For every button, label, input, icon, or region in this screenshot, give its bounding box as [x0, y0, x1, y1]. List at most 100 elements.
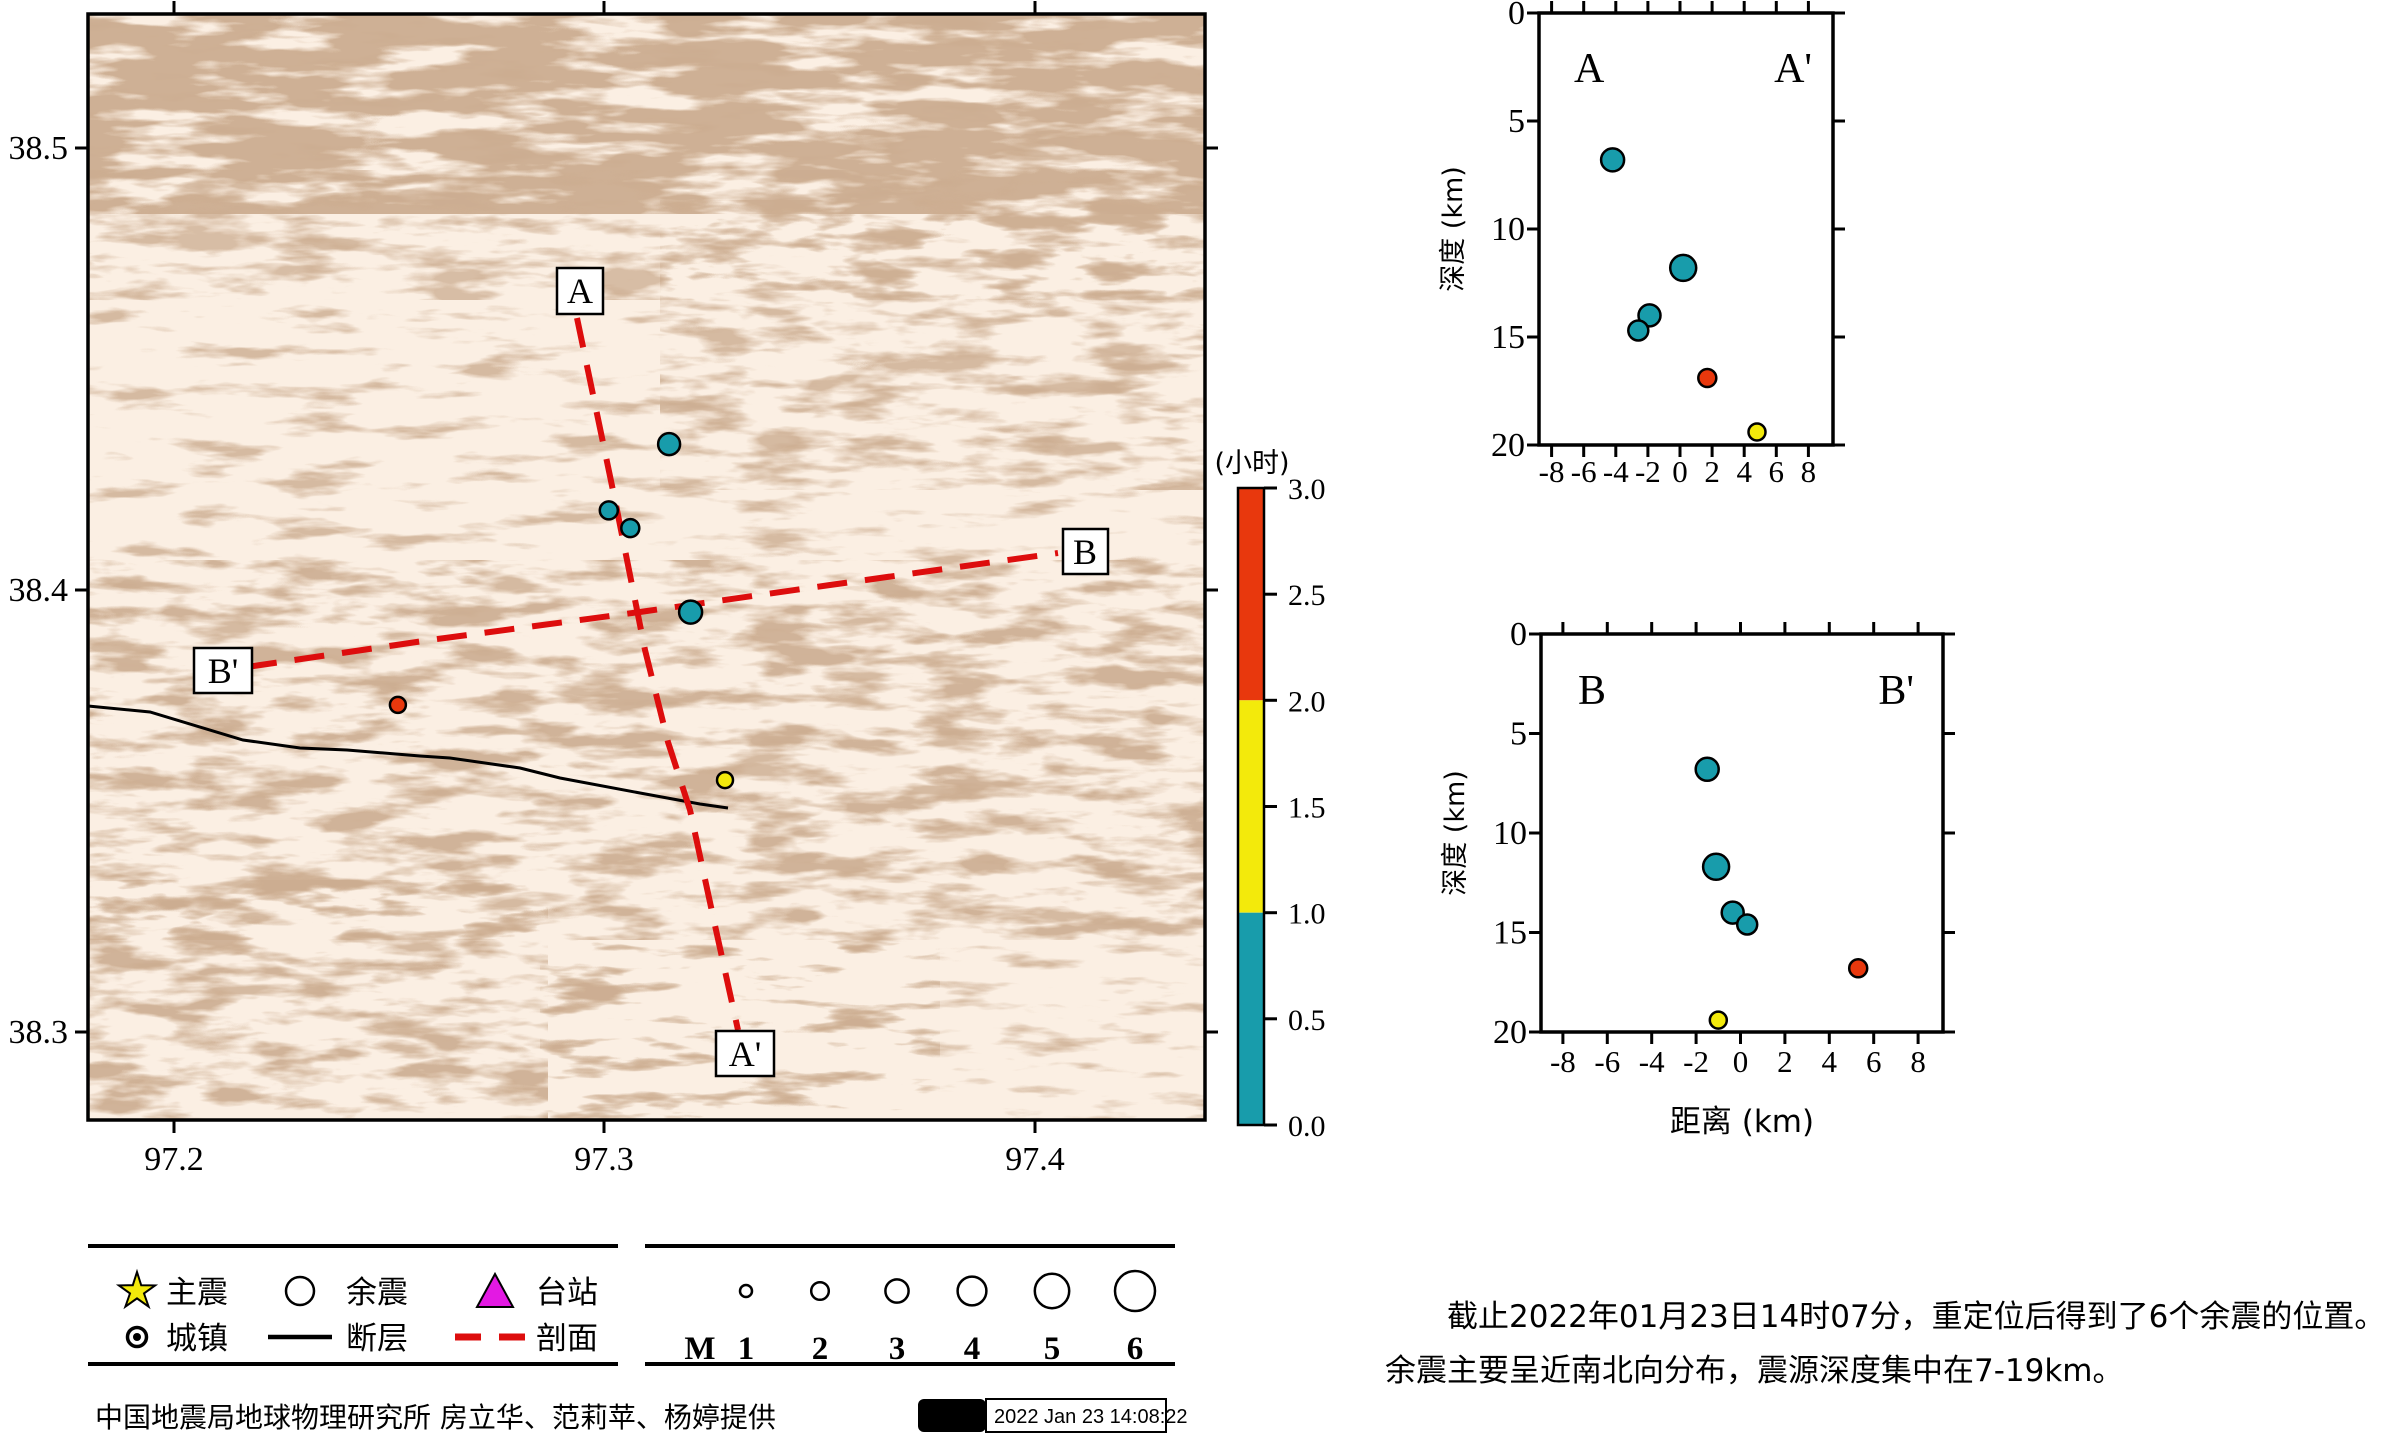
- magnitude-circle: [809, 1280, 831, 1302]
- section-label-b: B: [1061, 527, 1110, 576]
- magnitude-value-label: 3: [889, 1331, 906, 1367]
- map-panel: A A' B B' 97.2 97.3 97.4 38.5 38.4 38.3: [9, 1, 1218, 1178]
- section-a-corner-right: A': [1774, 46, 1812, 92]
- section-dot: [1627, 319, 1650, 342]
- section-y-tick-label: 0: [1510, 616, 1527, 653]
- colorbar-tick-label: 0.0: [1288, 1110, 1326, 1143]
- section-a-ylabel: 深度 (km): [1438, 166, 1469, 292]
- section-x-tick-label: 2: [1704, 454, 1720, 489]
- section-line-b: [246, 550, 1059, 670]
- lat-tick-label: 38.3: [9, 1014, 69, 1051]
- section-dot: [1599, 147, 1626, 173]
- section-label-b-end-text: B': [208, 651, 239, 691]
- section-x-tick-label: -4: [1603, 454, 1629, 489]
- section-dot: [1847, 958, 1869, 979]
- epicenter-dot: [598, 500, 620, 521]
- section-b-dots: [1694, 756, 1869, 1030]
- section-line-a: [574, 317, 741, 1031]
- town-symbol-dot: [133, 1333, 141, 1341]
- section-y-tick-label: 5: [1508, 103, 1525, 140]
- colorbar-ticks: 3.0 2.5 2.0 1.5 1.0 0.5 0.0: [1264, 473, 1326, 1143]
- section-x-tick-label: -2: [1683, 1044, 1709, 1079]
- caption-line2: 余震主要呈近南北向分布，震源深度集中在7-19km。: [1385, 1353, 2124, 1389]
- magnitude-prefix: M: [684, 1331, 715, 1367]
- section-y-tick-label: 20: [1493, 1014, 1527, 1051]
- map-border: [86, 12, 1207, 1122]
- section-label-b-text: B: [1073, 532, 1097, 572]
- caption-line1: 截止2022年01月23日14时07分，重定位后得到了6个余震的位置。: [1447, 1299, 2385, 1335]
- magnitude-value-label: 1: [738, 1331, 755, 1367]
- section-b-corner-right: B': [1878, 668, 1914, 714]
- section-label-b-end: B': [192, 646, 254, 695]
- magnitude-value-label: 5: [1044, 1331, 1061, 1367]
- section-y-tick-label: 20: [1491, 427, 1525, 464]
- section-dot: [1708, 1010, 1729, 1030]
- section-x-tick-label: 6: [1866, 1044, 1882, 1079]
- section-x-tick-label: -4: [1639, 1044, 1665, 1079]
- section-dot: [1735, 913, 1759, 936]
- magnitude-circle: [956, 1275, 988, 1307]
- magnitude-circle: [1113, 1269, 1157, 1313]
- legend-label-mainshock: 主震: [166, 1275, 228, 1311]
- lon-tick-label: 97.4: [1005, 1141, 1065, 1178]
- section-b-panel: B B' 深度 (km) 距离 (km) -8 -6 -4 -2 0 2 4 6 8051015…: [1440, 616, 1955, 1140]
- section-y-tick-label: 0: [1508, 0, 1525, 32]
- section-x-tick-label: -6: [1571, 454, 1597, 489]
- epicenter-dot: [677, 599, 704, 625]
- legend-label-aftershock: 余震: [346, 1275, 408, 1311]
- section-dot: [1747, 422, 1767, 442]
- epicenter-dot: [715, 770, 735, 790]
- section-label-a-text: A: [567, 271, 593, 311]
- colorbar-segments: [1238, 488, 1264, 1125]
- caption: 截止2022年01月23日14时07分，重定位后得到了6个余震的位置。 余震主要…: [1385, 1299, 2385, 1389]
- map-epicenter-dots: [388, 431, 735, 790]
- section-x-tick-label: -6: [1594, 1044, 1620, 1079]
- section-x-tick-label: -8: [1539, 454, 1565, 489]
- magnitude-value-label: 4: [964, 1331, 981, 1367]
- section-y-tick-label: 15: [1491, 319, 1525, 356]
- map-axis-labels: 97.2 97.3 97.4 38.5 38.4 38.3: [9, 130, 1065, 1178]
- section-dot: [1668, 253, 1698, 283]
- section-b-corner-left: B: [1578, 668, 1606, 714]
- section-x-tick-label: -2: [1635, 454, 1661, 489]
- section-x-tick-label: 8: [1801, 454, 1817, 489]
- section-y-tick-label: 10: [1491, 211, 1525, 248]
- colorbar-segment: [1238, 912, 1264, 1125]
- magnitude-circle: [1033, 1272, 1071, 1310]
- section-x-tick-label: -8: [1550, 1044, 1576, 1079]
- colorbar-tick-label: 0.5: [1288, 1004, 1326, 1037]
- epicenter-dot: [656, 431, 682, 457]
- section-dot: [1697, 367, 1718, 389]
- section-label-a-end-text: A': [729, 1034, 761, 1074]
- magnitude-circle: [884, 1278, 910, 1304]
- magnitude-scale-circles: [738, 1269, 1157, 1313]
- colorbar: (小时) 3.0 2.5 2.0 1.5 1.0 0.5 0.0: [1214, 448, 1325, 1143]
- magnitude-value-label: 6: [1127, 1331, 1144, 1367]
- colorbar-segment: [1238, 700, 1264, 913]
- section-y-tick-label: 5: [1510, 716, 1527, 753]
- section-x-tick-label: 8: [1910, 1044, 1926, 1079]
- timestamp-text: 2022 Jan 23 14:08:22: [994, 1406, 1188, 1428]
- gmt-logo-text: GMT: [926, 1404, 978, 1429]
- mainshock-star-icon: [115, 1268, 159, 1310]
- section-x-tick-label: 2: [1777, 1044, 1793, 1079]
- section-dot: [1701, 852, 1731, 882]
- lon-tick-label: 97.2: [144, 1141, 204, 1178]
- colorbar-tick-label: 3.0: [1288, 473, 1326, 506]
- section-label-a-end: A': [714, 1029, 776, 1078]
- section-y-tick-label: 15: [1493, 915, 1527, 952]
- attribution: 中国地震局地球物理研究所 房立华、范莉苹、杨婷提供 GMT 2022 Jan 2…: [95, 1398, 1188, 1434]
- epicenter-dot: [620, 517, 641, 539]
- section-x-tick-label: 4: [1736, 454, 1752, 489]
- colorbar-tick-label: 1.0: [1288, 898, 1326, 931]
- epicenter-dot: [388, 695, 408, 715]
- section-y-tick-label: 10: [1493, 815, 1527, 852]
- section-a-corner-left: A: [1574, 46, 1605, 92]
- legend-magnitude-box: M 1 2 3 4 5 6: [645, 1244, 1175, 1367]
- magnitude-scale-labels: 1 2 3 4 5 6: [738, 1331, 1144, 1367]
- colorbar-tick-label: 2.5: [1288, 579, 1326, 612]
- section-b-xlabel: 距离 (km): [1670, 1104, 1814, 1140]
